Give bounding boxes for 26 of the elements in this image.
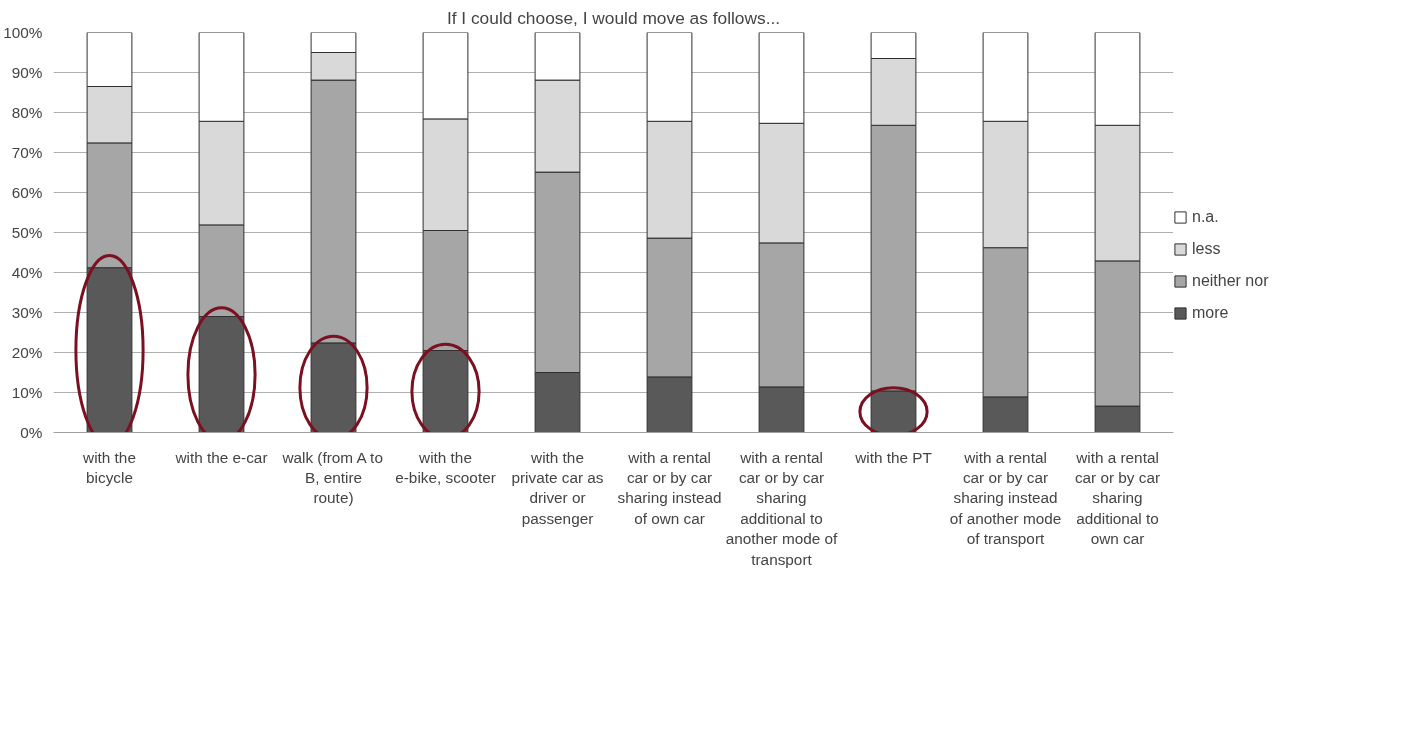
x-tick-label: with the e-bike, scooter <box>395 448 496 486</box>
x-tick-label: walk (from A to B, entire route) <box>281 448 383 507</box>
legend-label: neither nor <box>1192 272 1269 290</box>
y-tick-label: 70% <box>11 144 43 161</box>
legend-label: more <box>1192 304 1229 322</box>
legend-label: less <box>1192 240 1221 258</box>
x-tick-label: with a rental car or by car sharing additional to another mode of transport <box>725 448 839 568</box>
x-tick-label: with a rental car or by car sharing instead of another mode of transport <box>949 448 1062 548</box>
y-tick-label: 30% <box>11 304 43 321</box>
y-tick-label: 50% <box>11 224 43 241</box>
legend-label: n.a. <box>1192 208 1219 226</box>
x-tick-label: with the private car as driver or passenger <box>511 448 604 527</box>
x-tick-label: with the bicycle <box>82 448 136 486</box>
y-tick-label: 100% <box>3 24 43 41</box>
x-tick-label: with the PT <box>854 448 933 466</box>
x-tick-label: with a rental car or by car sharing instead of own car <box>617 448 722 527</box>
y-tick-label: 0% <box>20 424 43 441</box>
y-tick-label: 20% <box>11 344 43 361</box>
y-tick-label: 80% <box>11 104 43 121</box>
chart-title: If I could choose, I would move as follows... <box>446 7 781 28</box>
y-tick-label: 90% <box>11 64 43 81</box>
y-tick-label: 10% <box>11 384 43 401</box>
y-tick-label: 40% <box>11 264 43 281</box>
x-tick-label: with the e-car <box>174 448 268 466</box>
y-tick-label: 60% <box>11 184 43 201</box>
x-tick-label: with a rental car or by car sharing additional to own car <box>1074 448 1161 548</box>
